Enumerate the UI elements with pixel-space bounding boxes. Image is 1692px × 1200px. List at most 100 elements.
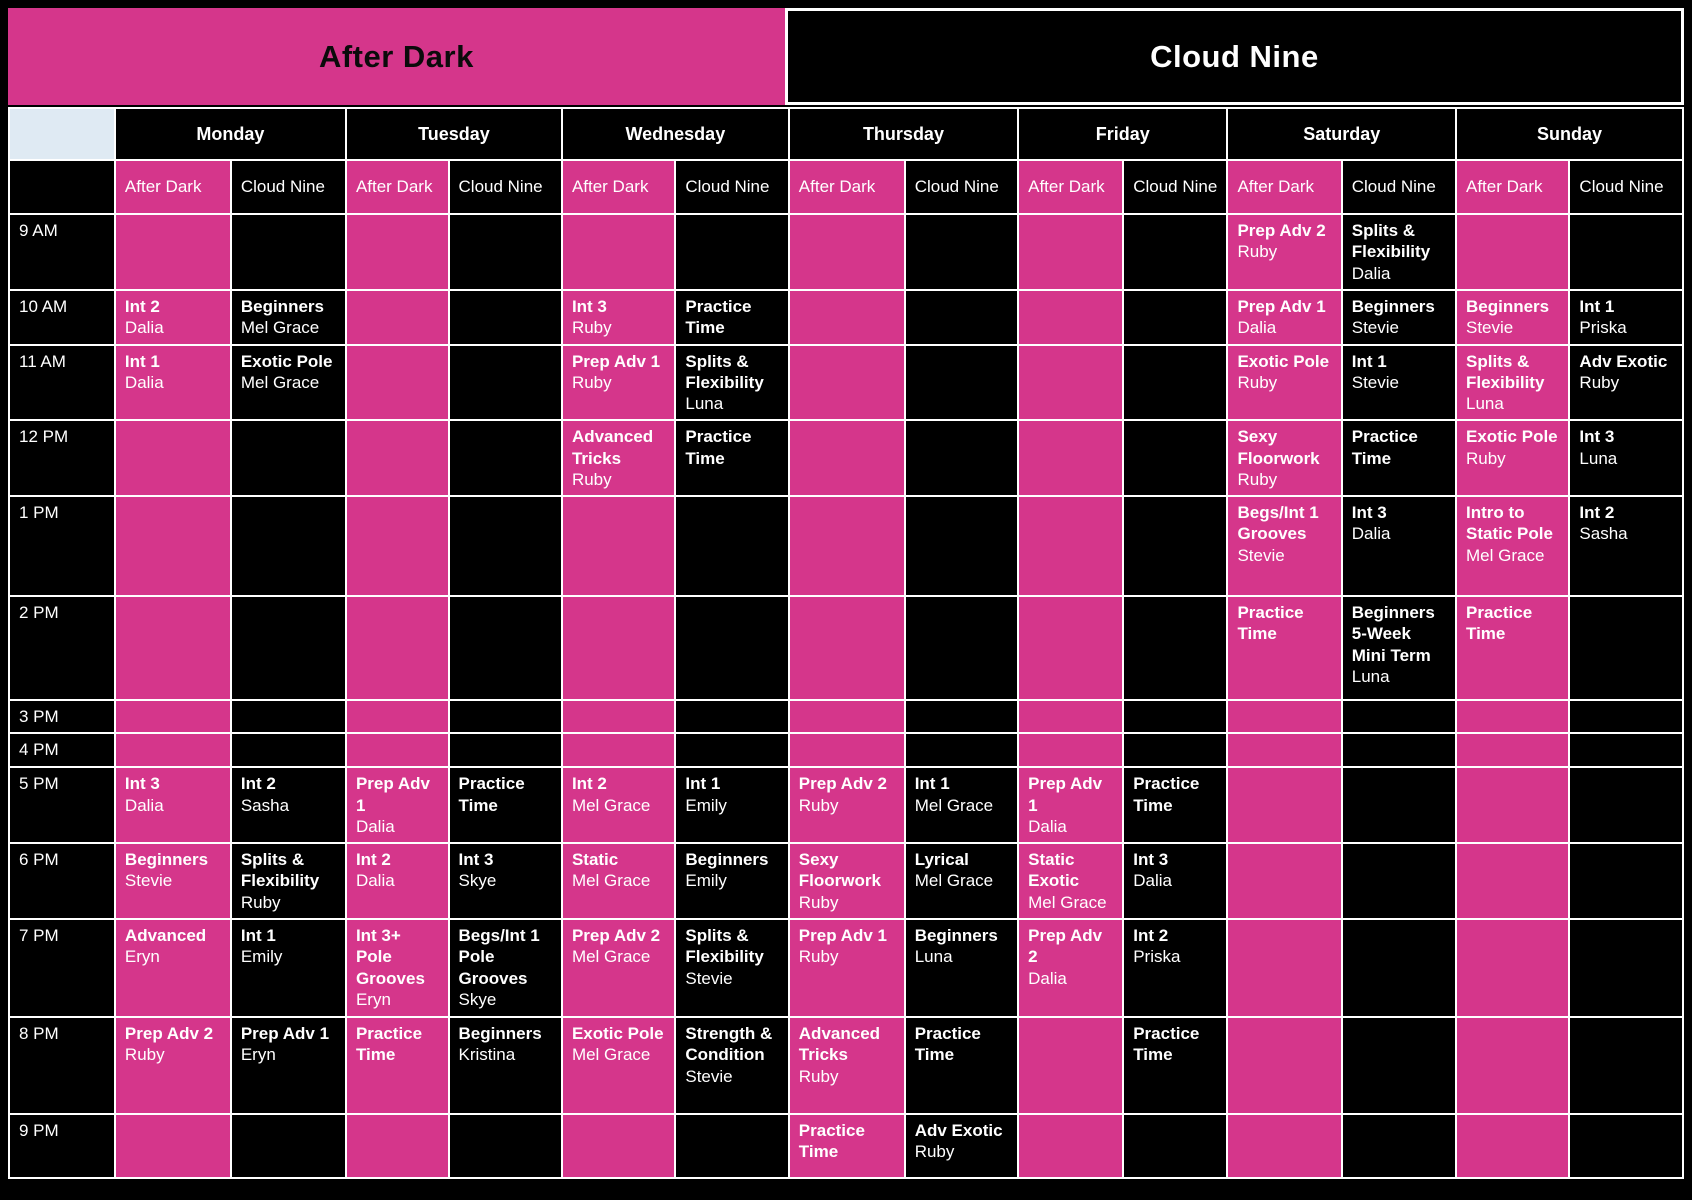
instructor-name: Stevie [1466, 318, 1514, 338]
class-cell: Int 1 Priska [1568, 289, 1684, 346]
location-subheader-after-dark: After Dark [113, 159, 232, 215]
empty-cell [1226, 842, 1343, 920]
empty-cell [1017, 343, 1125, 422]
empty-cell [560, 213, 677, 291]
banner-after-dark: After Dark [8, 8, 785, 105]
location-subheader-cloud-nine: Cloud Nine [674, 159, 790, 215]
class-cell: Practice Time [1226, 595, 1343, 701]
class-name: Int 3 [1133, 850, 1169, 869]
class-cell: Int 3 Ruby [560, 289, 677, 346]
empty-cell [1454, 766, 1571, 844]
class-name: Int 2 [1133, 926, 1169, 945]
class-cell: Static Exotic Mel Grace [1017, 842, 1125, 920]
empty-cell [113, 698, 232, 735]
class-name: Splits & Flexibility [685, 351, 764, 392]
empty-cell [344, 289, 450, 346]
instructor-name: Mel Grace [571, 947, 651, 967]
time-label: 6 PM [8, 842, 116, 920]
location-subheader-cloud-nine: Cloud Nine [447, 159, 563, 215]
class-name: Practice Time [1466, 603, 1533, 644]
instructor-name: Stevie [1237, 545, 1285, 565]
banner-cloud-nine: Cloud Nine [784, 8, 1684, 105]
class-cell: Strength & Condition Stevie [674, 1016, 790, 1115]
class-name: Prep Adv 1 [571, 351, 661, 371]
instructor-name: Ruby [1466, 448, 1506, 468]
class-name: Int 3 [458, 850, 494, 869]
instructor-name: Mel Grace [571, 1045, 651, 1065]
empty-cell [674, 213, 790, 291]
class-name: Int 1 [240, 926, 276, 945]
class-cell: Prep Adv 2 Mel Grace [560, 918, 677, 1018]
empty-cell [787, 213, 906, 291]
class-cell: Static Mel Grace [560, 842, 677, 920]
class-cell: Prep Adv 2 Ruby [113, 1016, 232, 1115]
location-subheader-after-dark: After Dark [1226, 159, 1343, 215]
class-cell: Int 1 Mel Grace [903, 766, 1020, 844]
empty-cell [1122, 1113, 1229, 1179]
schedule-row: 8 PM Prep Adv 2 Ruby Prep Adv 1 Eryn Practice… [8, 1016, 1684, 1115]
instructor-name: Ruby [798, 1066, 839, 1086]
class-name: Prep Adv 1 [355, 774, 430, 815]
empty-cell [903, 289, 1020, 346]
instructor-name: Ruby [1237, 372, 1278, 392]
instructor-name: Skye [458, 989, 497, 1009]
empty-cell [447, 343, 563, 422]
class-name: Prep Adv 2 [1237, 221, 1326, 240]
instructor-name: Ruby [798, 892, 839, 912]
instructor-name: Priska [1133, 947, 1181, 967]
instructor-name: Stevie [685, 968, 733, 988]
empty-cell [344, 732, 450, 769]
empty-cell [1017, 698, 1125, 735]
time-label: 9 AM [8, 213, 116, 291]
class-name: Beginners [240, 297, 324, 316]
class-name: Practice Time [355, 1024, 423, 1065]
class-name: Splits & Flexibility [1466, 351, 1545, 392]
empty-cell [1568, 918, 1684, 1018]
instructor-name: Mel Grace [571, 871, 651, 891]
empty-cell [903, 343, 1020, 422]
class-cell: Int 3 Skye [447, 842, 563, 920]
class-name: Adv Exotic [914, 1121, 1003, 1140]
class-name: Beginners [1466, 297, 1550, 316]
day-header-monday: Monday [113, 107, 347, 161]
schedule-row: 9 AM Prep Adv 2 Ruby Splits & Flexibility Da… [8, 213, 1684, 291]
instructor-name: Ruby [1237, 469, 1278, 489]
instructor-name: Dalia [1351, 524, 1391, 544]
instructor-name: Eryn [240, 1045, 276, 1065]
empty-cell [1122, 732, 1229, 769]
time-label: 3 PM [8, 698, 116, 735]
class-name: Prep Adv 2 [124, 1024, 214, 1043]
class-cell: Beginners Emily [674, 842, 790, 920]
instructor-name: Eryn [355, 989, 391, 1009]
class-name: Prep Adv 2 [571, 926, 661, 945]
instructor-name: Emily [685, 871, 727, 891]
empty-cell [787, 289, 906, 346]
time-label: 1 PM [8, 495, 116, 597]
empty-cell [560, 698, 677, 735]
instructor-name: Dalia [124, 318, 164, 338]
instructor-name: Ruby [240, 892, 281, 912]
class-name: Exotic Pole [1237, 351, 1330, 371]
empty-cell [674, 1113, 790, 1179]
class-cell: Int 2 Dalia [113, 289, 232, 346]
class-name: Int 1 [914, 774, 950, 794]
instructor-name: Ruby [571, 318, 612, 338]
class-cell: Int 1 Stevie [1340, 343, 1458, 422]
instructor-name: Sasha [1579, 524, 1628, 544]
empty-cell [344, 213, 450, 291]
schedule-header: Monday Tuesday Wednesday Thursday Friday Satu… [8, 107, 1684, 215]
location-subheader-cloud-nine: Cloud Nine [1340, 159, 1458, 215]
empty-cell [1122, 595, 1229, 701]
empty-cell [447, 698, 563, 735]
empty-cell [1568, 213, 1684, 291]
empty-cell [447, 595, 563, 701]
instructor-name: Emily [240, 947, 283, 967]
location-subheader-after-dark: After Dark [1454, 159, 1571, 215]
class-name: Practice Time [458, 774, 525, 815]
instructor-name: Mel Grace [1466, 545, 1545, 565]
location-subheader-after-dark: After Dark [560, 159, 677, 215]
class-name: Int 2 [571, 774, 607, 794]
empty-cell [1226, 918, 1343, 1018]
empty-cell [344, 1113, 450, 1179]
location-subheader-after-dark: After Dark [787, 159, 906, 215]
